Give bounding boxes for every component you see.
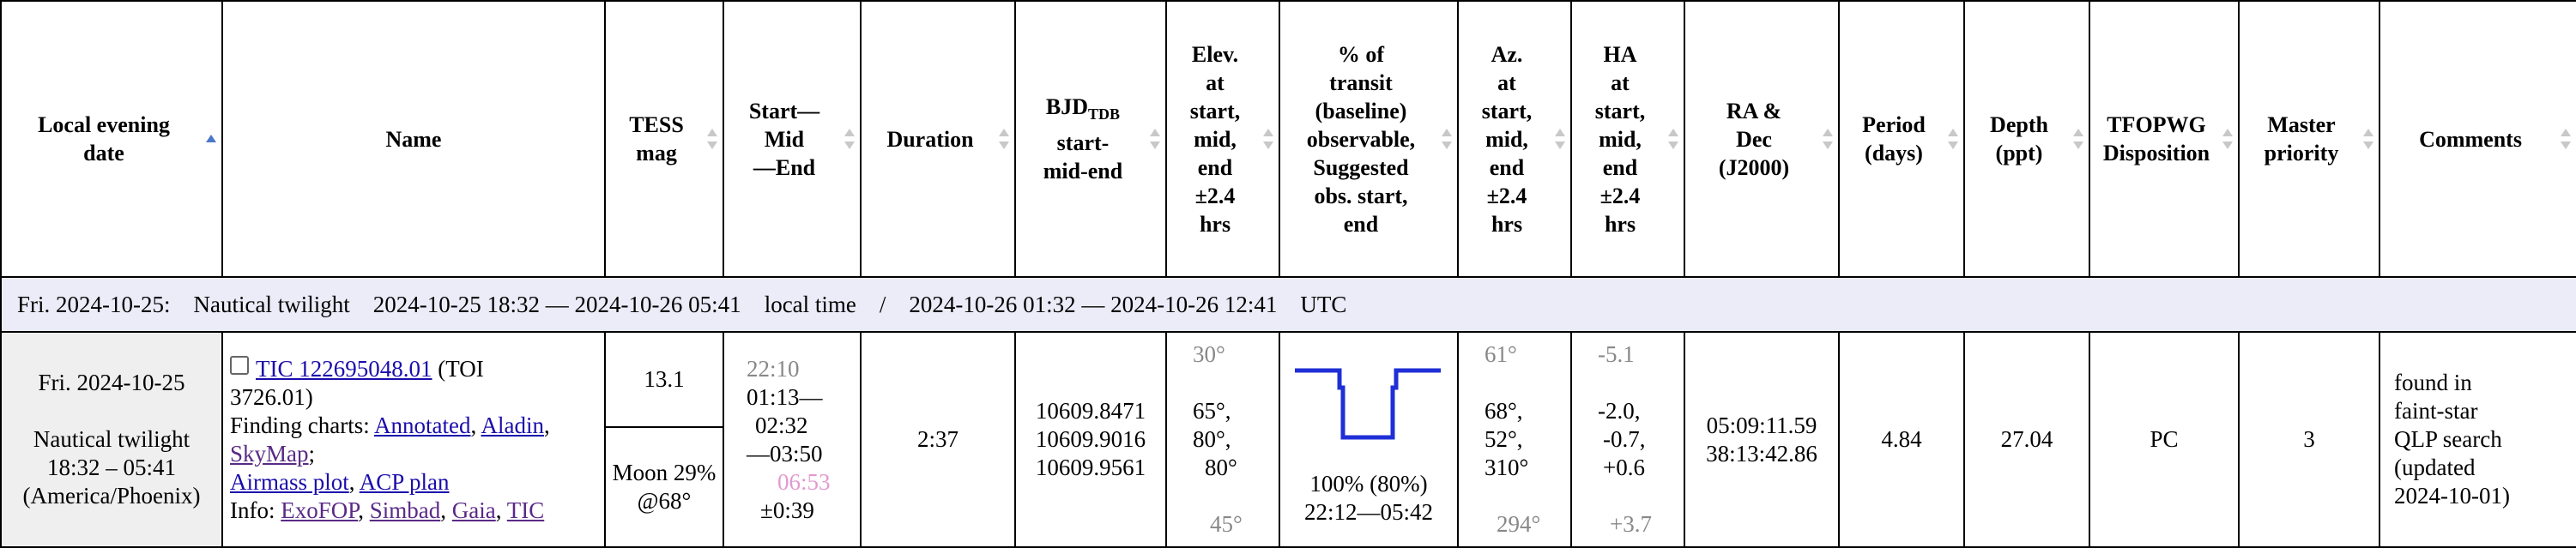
sort-icon <box>2073 129 2083 149</box>
column-header-tess-mag[interactable]: TESS mag <box>604 0 724 278</box>
elevation-cell: 30° 65°, 80°, 80° 45° <box>1165 331 1280 548</box>
column-header-azimuth[interactable]: Az. at start, mid, end ±2.4 hrs <box>1457 0 1572 278</box>
name-cell: TIC 122695048.01 (TOI 3726.01) Finding c… <box>221 331 606 548</box>
column-header-start-mid-end[interactable]: Start— Mid —End <box>723 0 862 278</box>
sort-icon <box>999 129 1009 149</box>
skymap-link[interactable]: SkyMap <box>230 440 309 467</box>
column-header-transit-observable[interactable]: % of transit (baseline) observable, Suggeste… <box>1279 0 1459 278</box>
aladin-link[interactable]: Aladin <box>481 412 545 438</box>
transit-observable-cell: 100% (80%) 22:12—05:42 <box>1279 331 1459 548</box>
local-date-cell: Fri. 2024-10-25 Nautical twilight 18:32 … <box>0 331 223 548</box>
priority-cell: 3 <box>2238 331 2380 548</box>
sort-icon <box>2363 129 2373 149</box>
simbad-link[interactable]: Simbad <box>369 497 441 523</box>
night-summary: Fri. 2024-10-25: Nautical twilight 2024-… <box>0 276 2576 333</box>
sort-icon <box>707 129 717 149</box>
mag-moon-cell: 13.1 Moon 29% @68° <box>604 331 724 548</box>
table-row: Fri. 2024-10-25 Nautical twilight 18:32 … <box>0 331 2576 548</box>
sort-icon <box>1668 129 1678 149</box>
night-summary-row: Fri. 2024-10-25: Nautical twilight 2024-… <box>0 276 2576 333</box>
column-header-disposition[interactable]: TFOPWG Disposition <box>2089 0 2240 278</box>
sort-icon <box>1442 129 1452 149</box>
column-header-period[interactable]: Period (days) <box>1838 0 1965 278</box>
gaia-link[interactable]: Gaia <box>451 497 496 523</box>
comments-cell: found in faint-star QLP search (updated … <box>2379 331 2576 548</box>
column-header-depth[interactable]: Depth (ppt) <box>1963 0 2090 278</box>
disposition-cell: PC <box>2089 331 2240 548</box>
sort-icon <box>1823 129 1833 149</box>
sort-icon <box>2561 129 2571 149</box>
sort-icon <box>1948 129 1958 149</box>
column-header-elevation[interactable]: Elev. at start, mid, end ±2.4 hrs <box>1165 0 1280 278</box>
azimuth-cell: 61° 68°, 52°, 310° 294° <box>1457 331 1572 548</box>
column-header-local-date[interactable]: Local evening date <box>0 0 223 278</box>
acp-plan-link[interactable]: ACP plan <box>359 468 450 495</box>
observable-percent: 100% (80%) <box>1309 470 1428 497</box>
airmass-plot-link[interactable]: Airmass plot <box>230 468 349 495</box>
tess-mag-value: 13.1 <box>606 333 723 428</box>
period-cell: 4.84 <box>1838 331 1965 548</box>
select-checkbox[interactable] <box>230 355 249 375</box>
bjd-cell: 10609.8471 10609.9016 10609.9561 <box>1014 331 1167 548</box>
column-header-ra-dec[interactable]: RA & Dec (J2000) <box>1684 0 1840 278</box>
transit-shape-icon <box>1295 368 1441 439</box>
moon-info: Moon 29% @68° <box>612 460 717 514</box>
suggested-obs-window: 22:12—05:42 <box>1303 498 1433 525</box>
column-header-name[interactable]: Name <box>221 0 606 278</box>
column-header-duration[interactable]: Duration <box>860 0 1016 278</box>
sort-icon <box>1150 129 1160 149</box>
exofop-link[interactable]: ExoFOP <box>281 497 359 523</box>
sort-icon <box>1263 129 1273 149</box>
tic-link[interactable]: TIC 122695048.01 <box>256 355 432 382</box>
sort-ascending-icon <box>206 135 216 155</box>
ra-dec-cell: 05:09:11.59 38:13:42.86 <box>1684 331 1840 548</box>
depth-cell: 27.04 <box>1963 331 2090 548</box>
duration-cell: 2:37 <box>860 331 1016 548</box>
hour-angle-cell: -5.1 -2.0, -0.7, +0.6 +3.7 <box>1570 331 1685 548</box>
column-header-bjd[interactable]: BJDTDB start-mid-end <box>1014 0 1167 278</box>
column-header-hour-angle[interactable]: HA at start, mid, end ±2.4 hrs <box>1570 0 1685 278</box>
sort-icon <box>1555 129 1565 149</box>
column-header-comments[interactable]: Comments <box>2379 0 2576 278</box>
sort-icon <box>2222 129 2233 149</box>
times-cell: 22:10 01:13— 02:32 —03:50 06:53 ±0:39 <box>723 331 862 548</box>
tic-info-link[interactable]: TIC <box>506 497 545 523</box>
annotated-link[interactable]: Annotated <box>374 412 471 438</box>
header-row: Local evening date Name TESS mag Start— Mid… <box>0 0 2576 278</box>
column-header-priority[interactable]: Master priority <box>2238 0 2380 278</box>
sort-icon <box>844 129 855 149</box>
